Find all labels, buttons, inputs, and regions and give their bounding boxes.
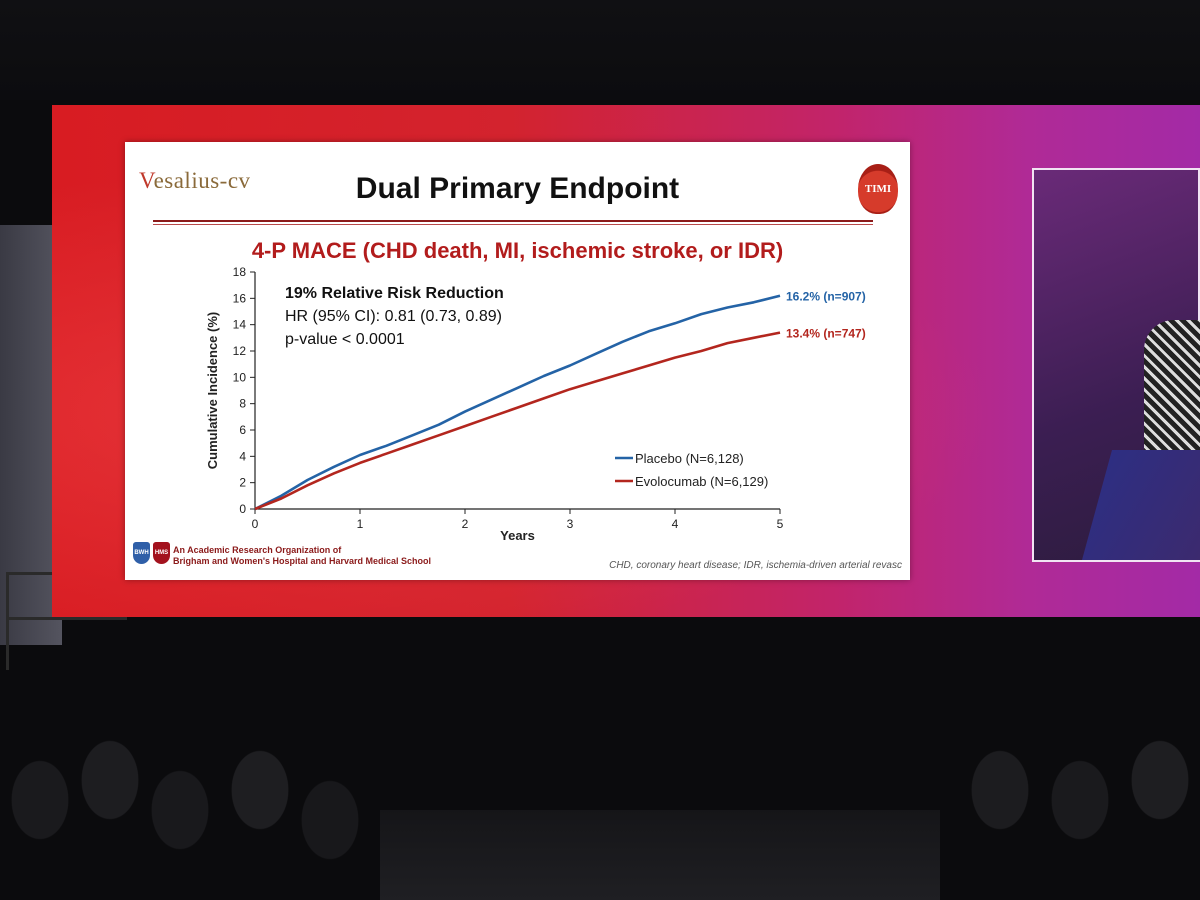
slide-title: Dual Primary Endpoint <box>355 172 680 205</box>
title-divider-thin <box>153 224 873 225</box>
y-tick-label: 10 <box>233 370 247 384</box>
abbreviation-footnote: CHD, coronary heart disease; IDR, ischem… <box>609 560 902 571</box>
hr-annotation: HR (95% CI): 0.81 (0.73, 0.89) <box>285 308 502 325</box>
podium <box>1082 450 1200 560</box>
rrr-annotation: 19% Relative Risk Reduction <box>285 285 504 302</box>
chart-series <box>254 294 781 511</box>
y-tick-label: 12 <box>233 344 247 358</box>
presentation-slide: Vesalius-cv Dual Primary Endpoint TIMI 4… <box>125 142 910 580</box>
bwh-shield-icon: BWH <box>133 542 150 564</box>
vesalius-logo: Vesalius-cv <box>139 168 251 193</box>
institution-logos: BWH HMS <box>133 542 170 564</box>
timi-logo: TIMI <box>858 164 898 214</box>
footer-organization: An Academic Research Organization of Bri… <box>173 545 432 566</box>
x-tick-label: 1 <box>357 517 364 531</box>
evolocumab-end-label: 13.4% (n=747) <box>786 327 866 341</box>
y-tick-label: 14 <box>233 318 247 332</box>
y-tick-label: 18 <box>233 265 247 279</box>
x-tick-label: 5 <box>777 517 784 531</box>
venue-wall <box>0 225 62 645</box>
pvalue-annotation: p-value < 0.0001 <box>285 331 405 348</box>
x-tick-label: 2 <box>462 517 469 531</box>
y-tick-label: 4 <box>239 449 246 463</box>
x-axis-title: Years <box>500 528 535 543</box>
y-tick-label: 16 <box>233 291 247 305</box>
x-tick-label: 0 <box>252 517 259 531</box>
y-tick-label: 6 <box>239 423 246 437</box>
y-tick-label: 8 <box>239 397 246 411</box>
legend-entry-1: Evolocumab (N=6,129) <box>635 474 768 489</box>
y-tick-label: 0 <box>239 502 246 516</box>
harvard-shield-icon: HMS <box>153 542 170 564</box>
chart-labels: 16.2% (n=907) 13.4% (n=747) Placebo (N=6,1… <box>285 285 866 489</box>
placebo-end-label: 16.2% (n=907) <box>786 290 866 304</box>
placebo-line <box>254 294 781 511</box>
legend-entry-0: Placebo (N=6,128) <box>635 451 744 466</box>
audience-silhouettes <box>0 680 1200 900</box>
endpoint-subtitle: 4-P MACE (CHD death, MI, ischemic stroke… <box>251 238 784 263</box>
y-tick-label: 2 <box>239 476 246 490</box>
y-axis-title: Cumulative Incidence (%) <box>205 312 220 469</box>
evolocumab-line <box>254 331 781 511</box>
x-tick-label: 3 <box>567 517 574 531</box>
title-divider <box>153 220 873 222</box>
venue-ceiling <box>0 0 1200 100</box>
x-tick-label: 4 <box>672 517 679 531</box>
speaker-figure <box>1144 320 1200 455</box>
speaker-camera-feed <box>1032 168 1200 562</box>
